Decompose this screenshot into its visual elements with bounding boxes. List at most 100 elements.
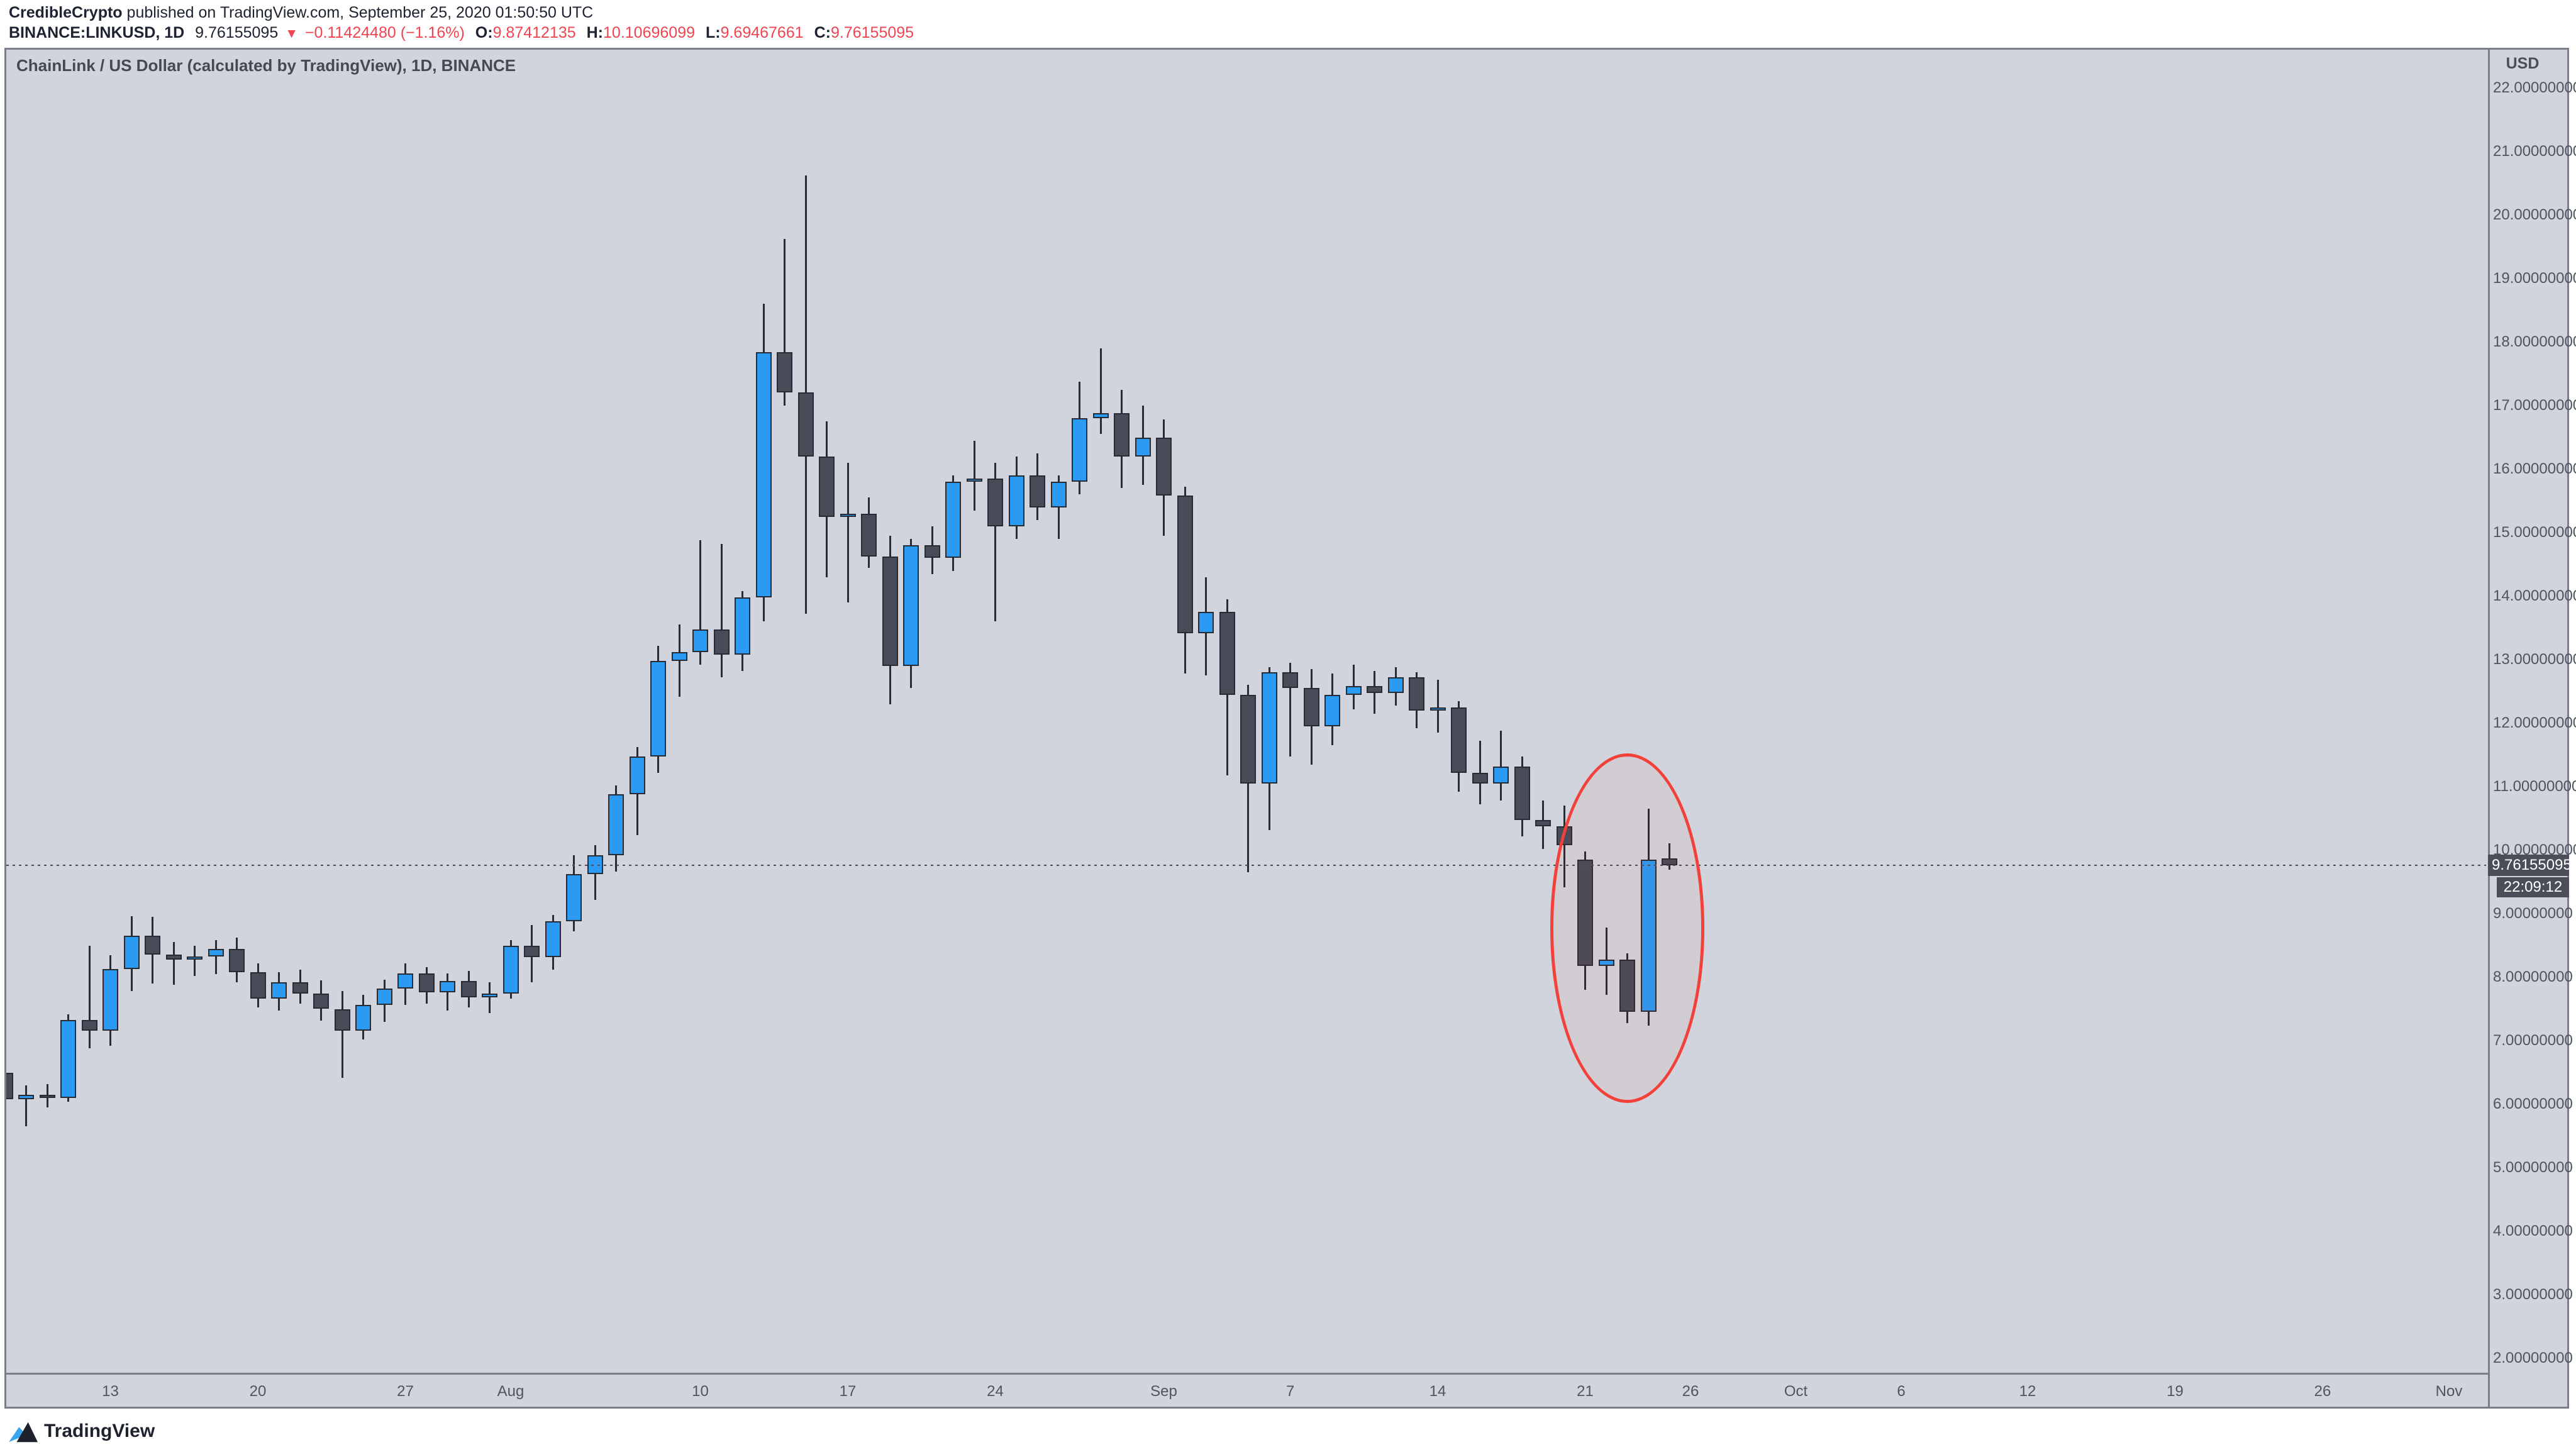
candle-body	[1050, 482, 1067, 507]
candle-body	[1114, 413, 1130, 457]
candle-body	[713, 629, 730, 655]
low-value: 9.69467661	[720, 24, 804, 42]
candle-body	[1472, 772, 1488, 784]
open-value: 9.87412135	[492, 24, 576, 42]
time-tick-label: 26	[2314, 1383, 2331, 1400]
candle-body	[313, 994, 329, 1009]
axis-currency-label: USD	[2506, 55, 2540, 72]
candle-body	[482, 994, 497, 998]
last-price: 9.76155095	[195, 24, 279, 42]
candle-body	[987, 479, 1003, 526]
time-tick-label: Nov	[2435, 1383, 2463, 1400]
candle-body	[145, 936, 160, 955]
price-tick-label: 2.00000000	[2493, 1349, 2573, 1366]
author-name: CredibleCrypto	[9, 4, 123, 21]
candle-wick	[1099, 348, 1102, 435]
candle-body	[271, 982, 287, 999]
down-arrow-icon: ▼	[285, 26, 298, 41]
candle-body	[924, 545, 940, 558]
candle-wick	[1500, 731, 1502, 801]
candle-body	[1282, 672, 1298, 689]
candle-body	[797, 392, 814, 457]
price-tick-label: 17.00000000	[2493, 397, 2576, 414]
candle-body	[945, 482, 961, 558]
candle-body	[355, 1005, 371, 1031]
open-label: O:	[475, 24, 493, 42]
current-price-line	[6, 865, 2486, 867]
candle-body	[650, 661, 666, 756]
time-tick-label: 12	[2019, 1383, 2036, 1400]
candle-body	[18, 1094, 34, 1099]
candle-wick	[847, 462, 849, 603]
symbol-ohlc-row: BINANCE:LINKUSD, 1D 9.76155095 ▼ −0.1142…	[9, 24, 914, 42]
candle-wick	[88, 945, 91, 1049]
time-axis-divider	[6, 1373, 2488, 1375]
time-tick-label: 14	[1429, 1383, 1446, 1400]
candle-body	[1156, 437, 1172, 496]
candle-body	[840, 513, 856, 517]
candle-body	[819, 456, 835, 517]
candle-body	[1198, 612, 1214, 633]
candle-body	[1219, 612, 1235, 695]
candle-body	[671, 651, 687, 661]
candle-body	[1008, 475, 1024, 526]
candle-body	[629, 756, 645, 795]
price-tick-label: 12.00000000	[2493, 714, 2576, 731]
price-tick-label: 4.00000000	[2493, 1222, 2573, 1239]
candle-wick	[784, 239, 786, 406]
candle-body	[397, 973, 413, 989]
candle-body	[418, 973, 435, 993]
candle-wick	[1436, 680, 1439, 733]
low-label: L:	[705, 24, 721, 42]
close-label: C:	[814, 24, 831, 42]
candle-body	[1092, 413, 1109, 419]
tradingview-logo-icon	[9, 1422, 38, 1443]
price-tick-label: 3.00000000	[2493, 1286, 2573, 1303]
price-tick-label: 19.00000000	[2493, 270, 2576, 287]
candle-body	[229, 948, 245, 972]
candle-body	[1409, 677, 1424, 711]
price-tick-label: 16.00000000	[2493, 460, 2576, 477]
candle-body	[81, 1019, 97, 1031]
time-tick-label: 26	[1682, 1383, 1699, 1400]
publish-text: published on TradingView.com, September …	[122, 4, 594, 21]
candle-body	[524, 945, 540, 957]
candle-body	[123, 936, 140, 969]
price-tick-label: 18.00000000	[2493, 333, 2576, 350]
publish-info: CredibleCrypto published on TradingView.…	[9, 4, 593, 22]
candle-body	[60, 1019, 76, 1098]
candle-body	[334, 1009, 350, 1031]
candle-body	[292, 982, 308, 994]
bar-countdown-tag: 22:09:12	[2497, 877, 2569, 898]
price-axis[interactable]: USD 2.00000000 3.00000000 4.00000000 5.0000…	[2488, 50, 2576, 1373]
candle-body	[1177, 496, 1193, 633]
time-tick-label: 10	[692, 1383, 709, 1400]
candle-body	[208, 948, 224, 956]
candle-body	[1493, 766, 1509, 784]
price-tick-label: 5.00000000	[2493, 1159, 2573, 1176]
chart-title: ChainLink / US Dollar (calculated by Tra…	[16, 56, 516, 75]
candle-body	[1430, 707, 1446, 711]
price-tick-label: 15.00000000	[2493, 524, 2576, 541]
candle-body	[1387, 677, 1404, 693]
candle-body	[608, 794, 624, 856]
chart-pane[interactable]: ChainLink / US Dollar (calculated by Tra…	[6, 50, 2486, 1373]
candle-body	[1451, 707, 1467, 773]
time-tick-label: 27	[397, 1383, 414, 1400]
candle-body	[250, 972, 266, 999]
candle-wick	[341, 991, 343, 1078]
candle-body	[103, 968, 118, 1031]
candle-body	[566, 874, 582, 922]
red-ellipse-annotation[interactable]	[1550, 753, 1705, 1103]
price-tick-label: 22.00000000	[2493, 79, 2576, 96]
candle-body	[1514, 766, 1530, 820]
candle-body	[165, 954, 182, 960]
candle-wick	[1289, 663, 1291, 756]
price-tick-label: 11.00000000	[2493, 778, 2576, 795]
time-axis[interactable]: 13 20 27 Aug 10 17 24 Sep 7 14 21 26 Oct 6 12 19 26 Nov	[6, 1375, 2486, 1409]
time-tick-label: 19	[2167, 1383, 2184, 1400]
price-tick-label: 14.00000000	[2493, 587, 2576, 604]
time-tick-label: 6	[1897, 1383, 1906, 1400]
time-tick-label: 21	[1577, 1383, 1594, 1400]
